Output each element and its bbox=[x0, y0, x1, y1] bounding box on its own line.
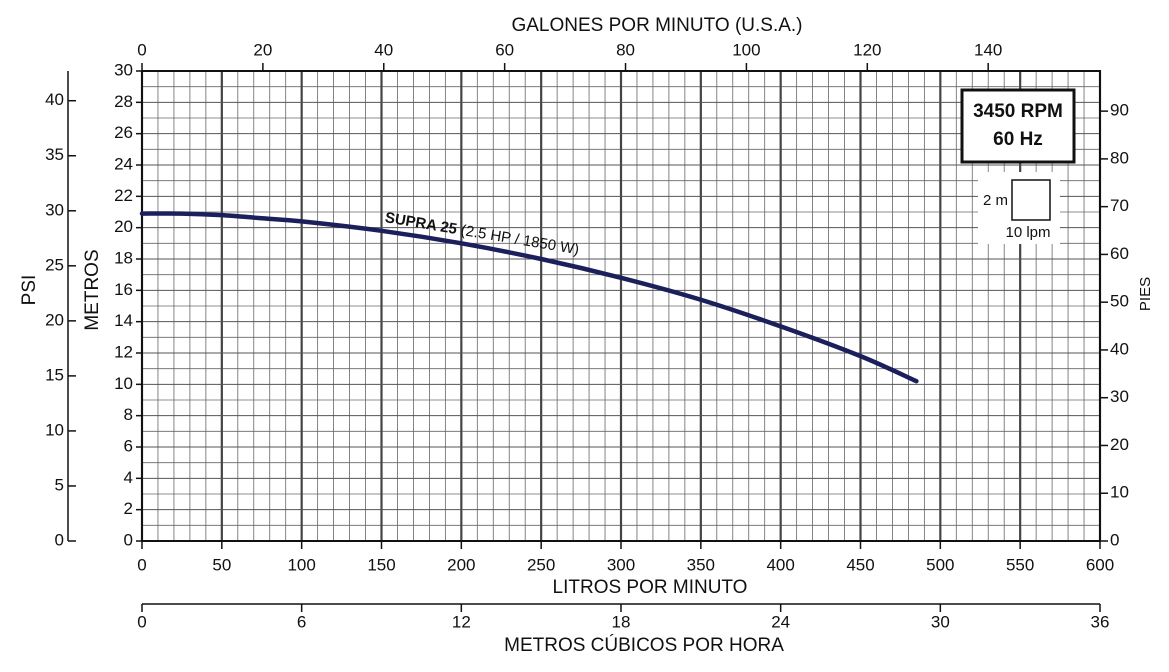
y2-tick-label: 60 bbox=[1110, 244, 1129, 263]
x2-tick-label: 60 bbox=[495, 40, 514, 59]
x-tick-label: 400 bbox=[766, 555, 794, 574]
plot-area bbox=[140, 70, 1102, 542]
x2-tick-label: 40 bbox=[374, 40, 393, 59]
x2-tick-label: 120 bbox=[853, 40, 881, 59]
x3-tick-label: 6 bbox=[297, 612, 306, 631]
y-tick-label: 28 bbox=[114, 92, 133, 111]
x-tick-label: 600 bbox=[1086, 555, 1114, 574]
y2-tick-label: 0 bbox=[1110, 530, 1119, 549]
y3-tick-label: 10 bbox=[45, 420, 64, 439]
x2-tick-label: 80 bbox=[616, 40, 635, 59]
scale-key-y: 2 m bbox=[983, 192, 1008, 209]
y-tick-label: 24 bbox=[114, 154, 133, 173]
x2-tick-label: 20 bbox=[253, 40, 272, 59]
y2-tick-label: 50 bbox=[1110, 292, 1129, 311]
x2-tick-label: 100 bbox=[732, 40, 760, 59]
y-tick-label: 2 bbox=[124, 499, 133, 518]
y3-tick-label: 35 bbox=[45, 145, 64, 164]
y2-tick-label: 30 bbox=[1110, 387, 1129, 406]
x-tick-label: 450 bbox=[846, 555, 874, 574]
y3-tick-label: 5 bbox=[55, 475, 64, 494]
x3-tick-label: 24 bbox=[771, 612, 790, 631]
y3-tick-label: 15 bbox=[45, 365, 64, 384]
y2-tick-label: 70 bbox=[1110, 196, 1129, 215]
x3-tick-label: 36 bbox=[1091, 612, 1110, 631]
y2-tick-label: 40 bbox=[1110, 339, 1129, 358]
y2-axis-label: PIES bbox=[1137, 277, 1154, 311]
x-tick-label: 0 bbox=[137, 555, 146, 574]
x3-tick-label: 18 bbox=[612, 612, 631, 631]
info-box-line: 60 Hz bbox=[993, 129, 1043, 150]
scale-key-square bbox=[1011, 179, 1051, 221]
y2-tick-label: 80 bbox=[1110, 148, 1129, 167]
y3-tick-label: 30 bbox=[45, 200, 64, 219]
y2-tick-label: 10 bbox=[1110, 483, 1129, 502]
x3-tick-label: 30 bbox=[931, 612, 950, 631]
x2-tick-label: 0 bbox=[137, 40, 146, 59]
x3-tick-label: 0 bbox=[137, 612, 146, 631]
x-tick-label: 50 bbox=[212, 555, 231, 574]
y2-tick-label: 90 bbox=[1110, 101, 1129, 120]
x-tick-label: 550 bbox=[1006, 555, 1034, 574]
y-tick-label: 18 bbox=[114, 248, 133, 267]
pump-curve bbox=[139, 211, 919, 384]
y-tick-label: 30 bbox=[114, 60, 133, 79]
x3-axis-label: METROS CÚBICOS POR HORA bbox=[504, 634, 784, 656]
x-tick-label: 200 bbox=[447, 555, 475, 574]
y-tick-label: 0 bbox=[124, 530, 133, 549]
info-box bbox=[960, 88, 1076, 164]
y-axis-label: METROS bbox=[82, 249, 103, 330]
x-tick-label: 250 bbox=[527, 555, 555, 574]
x2-axis-label: GALONES POR MINUTO (U.S.A.) bbox=[511, 15, 802, 36]
y3-tick-label: 0 bbox=[55, 530, 64, 549]
x-axis-label: LITROS POR MINUTO bbox=[553, 577, 748, 598]
x-tick-label: 150 bbox=[367, 555, 395, 574]
x-tick-label: 100 bbox=[287, 555, 315, 574]
x3-tick-label: 12 bbox=[452, 612, 471, 631]
y-tick-label: 12 bbox=[114, 342, 133, 361]
info-box-line: 3450 RPM bbox=[973, 101, 1063, 122]
y-tick-label: 4 bbox=[124, 468, 133, 487]
scale-key-x: 10 lpm bbox=[1005, 224, 1050, 241]
y3-tick-label: 40 bbox=[45, 90, 64, 109]
x2-tick-label: 140 bbox=[974, 40, 1002, 59]
y-tick-label: 22 bbox=[114, 186, 133, 205]
y3-tick-label: 20 bbox=[45, 310, 64, 329]
y-tick-label: 16 bbox=[114, 280, 133, 299]
x-tick-label: 350 bbox=[687, 555, 715, 574]
y2-tick-label: 20 bbox=[1110, 435, 1129, 454]
y-tick-label: 6 bbox=[124, 436, 133, 455]
y-tick-label: 8 bbox=[124, 405, 133, 424]
y3-axis-label: PSI bbox=[19, 275, 40, 306]
y-tick-label: 26 bbox=[114, 123, 133, 142]
x-tick-label: 500 bbox=[926, 555, 954, 574]
x-tick-label: 300 bbox=[607, 555, 635, 574]
y-tick-label: 14 bbox=[114, 311, 133, 330]
y-tick-label: 10 bbox=[114, 374, 133, 393]
y-tick-label: 20 bbox=[114, 217, 133, 236]
y3-tick-label: 25 bbox=[45, 255, 64, 274]
